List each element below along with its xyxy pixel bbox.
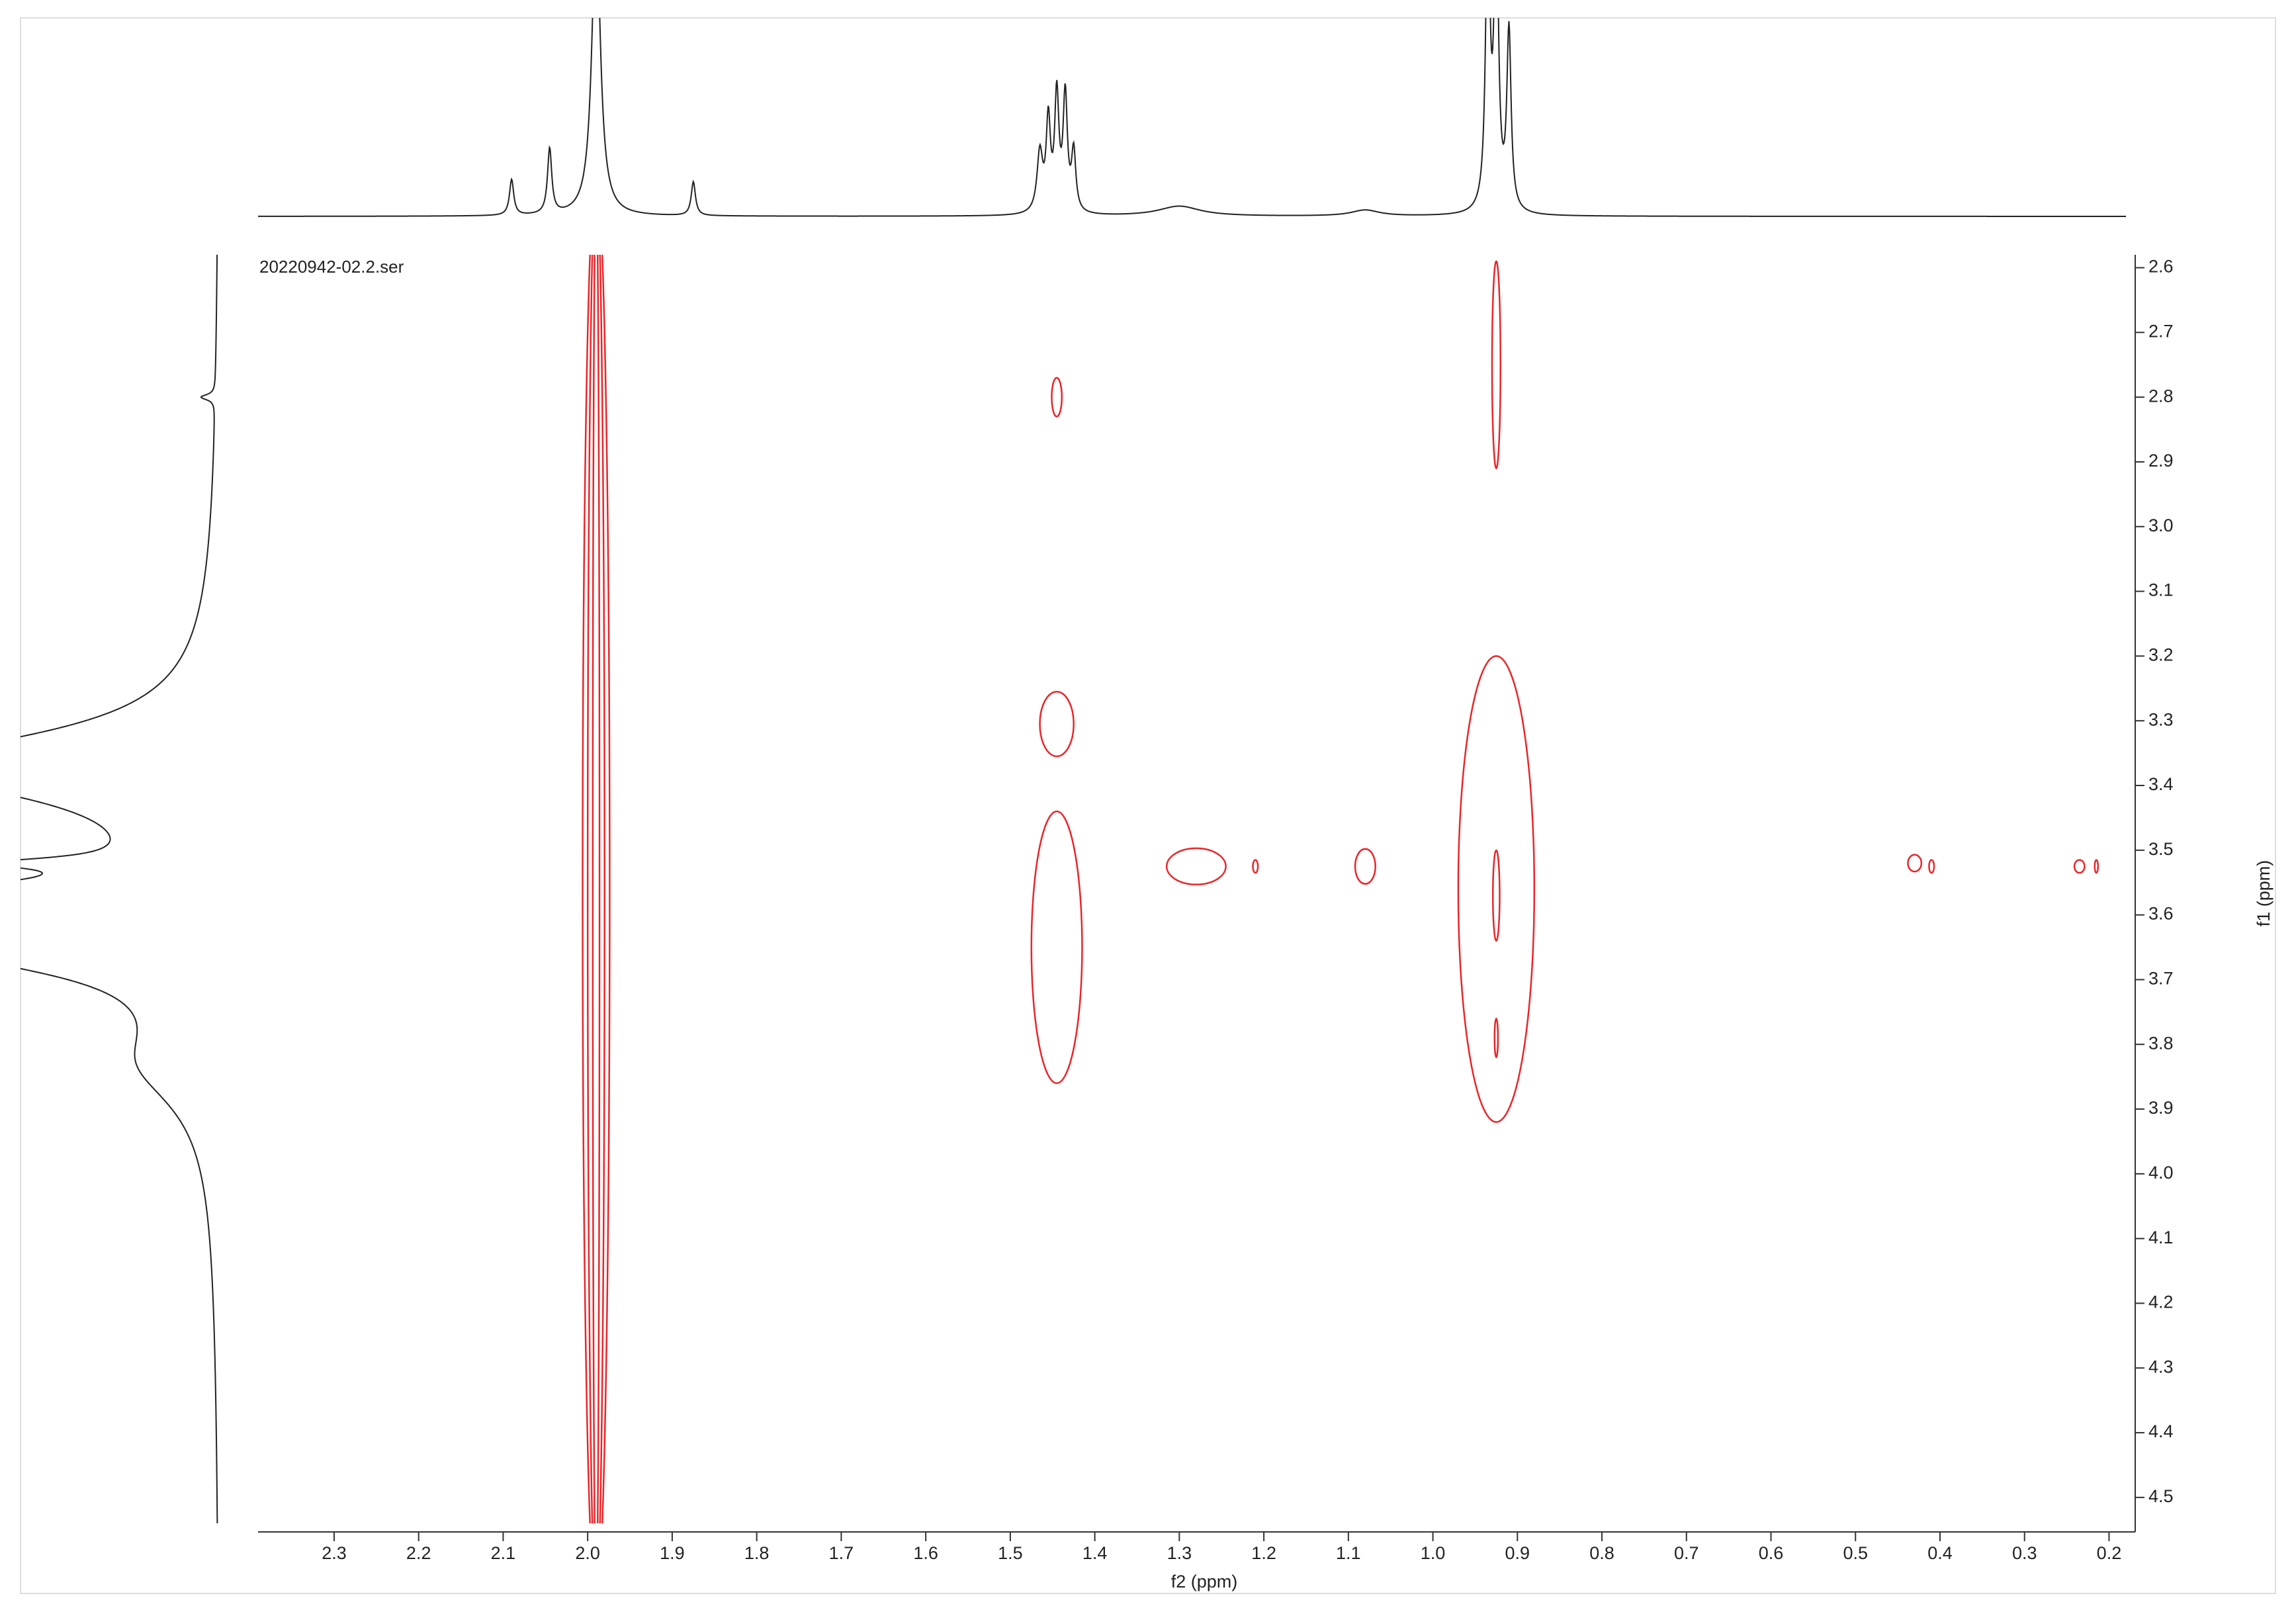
y-tick-label: 4.2 [2148,1292,2174,1312]
contour-peak [1493,1017,1499,1059]
contour-peak [1928,859,1935,874]
x-tick-label: 1.7 [829,1543,854,1563]
x-tick-label: 2.2 [406,1543,431,1563]
x-tick-label: 0.2 [2097,1543,2122,1563]
y-tick-label: 3.2 [2148,645,2174,665]
x-tick-label: 0.7 [1674,1543,1699,1563]
x-tick-label: 1.6 [913,1543,938,1563]
y-tick-label: 3.5 [2148,839,2174,859]
y-tick-label: 4.0 [2148,1163,2174,1183]
x-tick-label: 1.5 [998,1543,1023,1563]
y-tick-label: 3.3 [2148,709,2174,729]
x-tick-label: 1.4 [1082,1543,1108,1563]
chart-title: 20220942-02.2.ser [259,257,404,277]
contour-peak [586,255,605,1523]
y-tick-label: 3.9 [2148,1098,2174,1118]
y-tick-label: 2.6 [2148,257,2174,277]
contour-peak [1030,810,1083,1085]
x-tick-label: 1.1 [1336,1543,1361,1563]
contour-peak [1354,848,1376,885]
contour-peak [1051,377,1063,418]
y-tick-label: 2.8 [2148,386,2174,406]
x-tick-label: 1.0 [1421,1543,1446,1563]
contour-peak [582,255,611,1523]
contours [582,255,2099,1523]
y-tick-label: 3.7 [2148,969,2174,989]
x-tick-label: 2.1 [491,1543,516,1563]
contour-peak [2094,859,2099,874]
x-tick-label: 1.3 [1167,1543,1192,1563]
contour-peak [1491,260,1501,470]
y-tick-label: 3.0 [2148,515,2174,535]
x-tick-label: 0.4 [1927,1543,1953,1563]
y-tick-label: 3.1 [2148,580,2174,600]
contour-peak [2073,859,2086,874]
x-tick-label: 1.8 [744,1543,770,1563]
contour-peak [1457,655,1536,1123]
y-tick-label: 4.1 [2148,1228,2174,1247]
x-tick-label: 0.6 [1759,1543,1784,1563]
x-axis-label: f2 (ppm) [1171,1572,1238,1591]
x-tick-label: 1.9 [660,1543,685,1563]
x-tick-label: 0.8 [1589,1543,1614,1563]
contour-peak [1491,849,1501,942]
x-tick-label: 0.3 [2012,1543,2037,1563]
y-tick-label: 2.9 [2148,451,2174,470]
y-tick-label: 3.4 [2148,774,2174,794]
x-tick-label: 0.5 [1843,1543,1868,1563]
f2-projection [258,18,2126,217]
y-tick-label: 4.3 [2148,1357,2174,1376]
x-tick-label: 0.9 [1505,1543,1530,1563]
x-tick-label: 1.2 [1251,1543,1276,1563]
y-tick-label: 3.6 [2148,904,2174,924]
contour-peak [1252,859,1259,874]
contour-peak [1165,847,1227,885]
contour-peak [592,255,601,1523]
contour-peak [1907,854,1923,873]
y-tick-label: 2.7 [2148,321,2174,341]
x-tick-label: 2.3 [322,1543,347,1563]
frame [20,17,2276,1594]
y-tick-label: 4.4 [2148,1421,2174,1441]
contour-peak [1039,690,1075,758]
y-tick-label: 4.5 [2148,1486,2174,1506]
f1-projection [21,255,218,1523]
x-tick-label: 2.0 [575,1543,600,1563]
y-axis-label: f1 (ppm) [2254,860,2274,927]
y-tick-label: 3.8 [2148,1033,2174,1053]
